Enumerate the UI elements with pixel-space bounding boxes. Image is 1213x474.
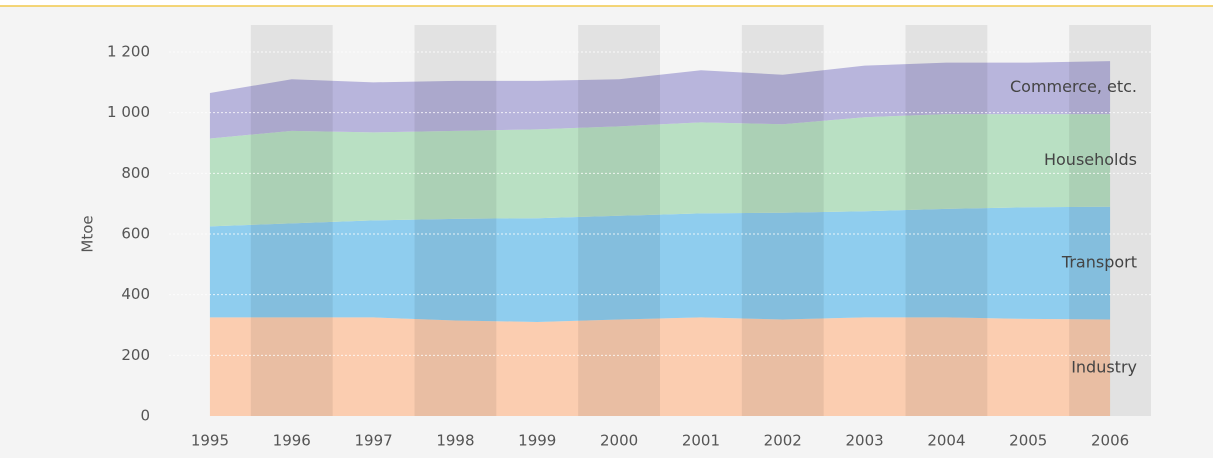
x-tick-label: 2000 — [600, 432, 638, 450]
x-tick-label: 1998 — [436, 432, 474, 450]
series-label: Industry — [1071, 357, 1137, 376]
series-label: Commerce, etc. — [1010, 77, 1137, 96]
area — [209, 317, 1111, 416]
y-tick-label: 800 — [121, 164, 150, 182]
x-tick-label: 2006 — [1091, 432, 1129, 450]
x-tick-label: 2005 — [1009, 432, 1047, 450]
x-tick-label: 1999 — [518, 432, 556, 450]
x-tick-label: 2004 — [927, 432, 965, 450]
year-band — [578, 25, 660, 416]
x-tick-label: 1997 — [354, 432, 392, 450]
x-tick-label: 2003 — [845, 432, 883, 450]
y-tick-label: 1 200 — [107, 43, 150, 61]
y-tick-label: 200 — [121, 346, 150, 364]
area — [209, 114, 1111, 227]
y-axis-label: Mtoe — [79, 215, 97, 252]
year-band — [905, 25, 988, 416]
y-tick-label: 600 — [121, 225, 150, 243]
x-tick-label: 2002 — [764, 432, 802, 450]
year-band — [250, 25, 333, 416]
area — [209, 61, 1111, 139]
y-tick-label: 0 — [140, 407, 150, 425]
year-band — [414, 25, 497, 416]
x-tick-label: 2001 — [682, 432, 720, 450]
y-tick-label: 1 000 — [107, 103, 150, 121]
area — [209, 206, 1111, 322]
x-tick-label: 1996 — [273, 432, 311, 450]
x-tick-label: 1995 — [191, 432, 229, 450]
y-tick-label: 400 — [121, 285, 150, 303]
year-band — [741, 25, 824, 416]
series-label: Transport — [1061, 253, 1137, 272]
year-band — [1069, 25, 1151, 416]
series-label: Households — [1044, 150, 1137, 169]
